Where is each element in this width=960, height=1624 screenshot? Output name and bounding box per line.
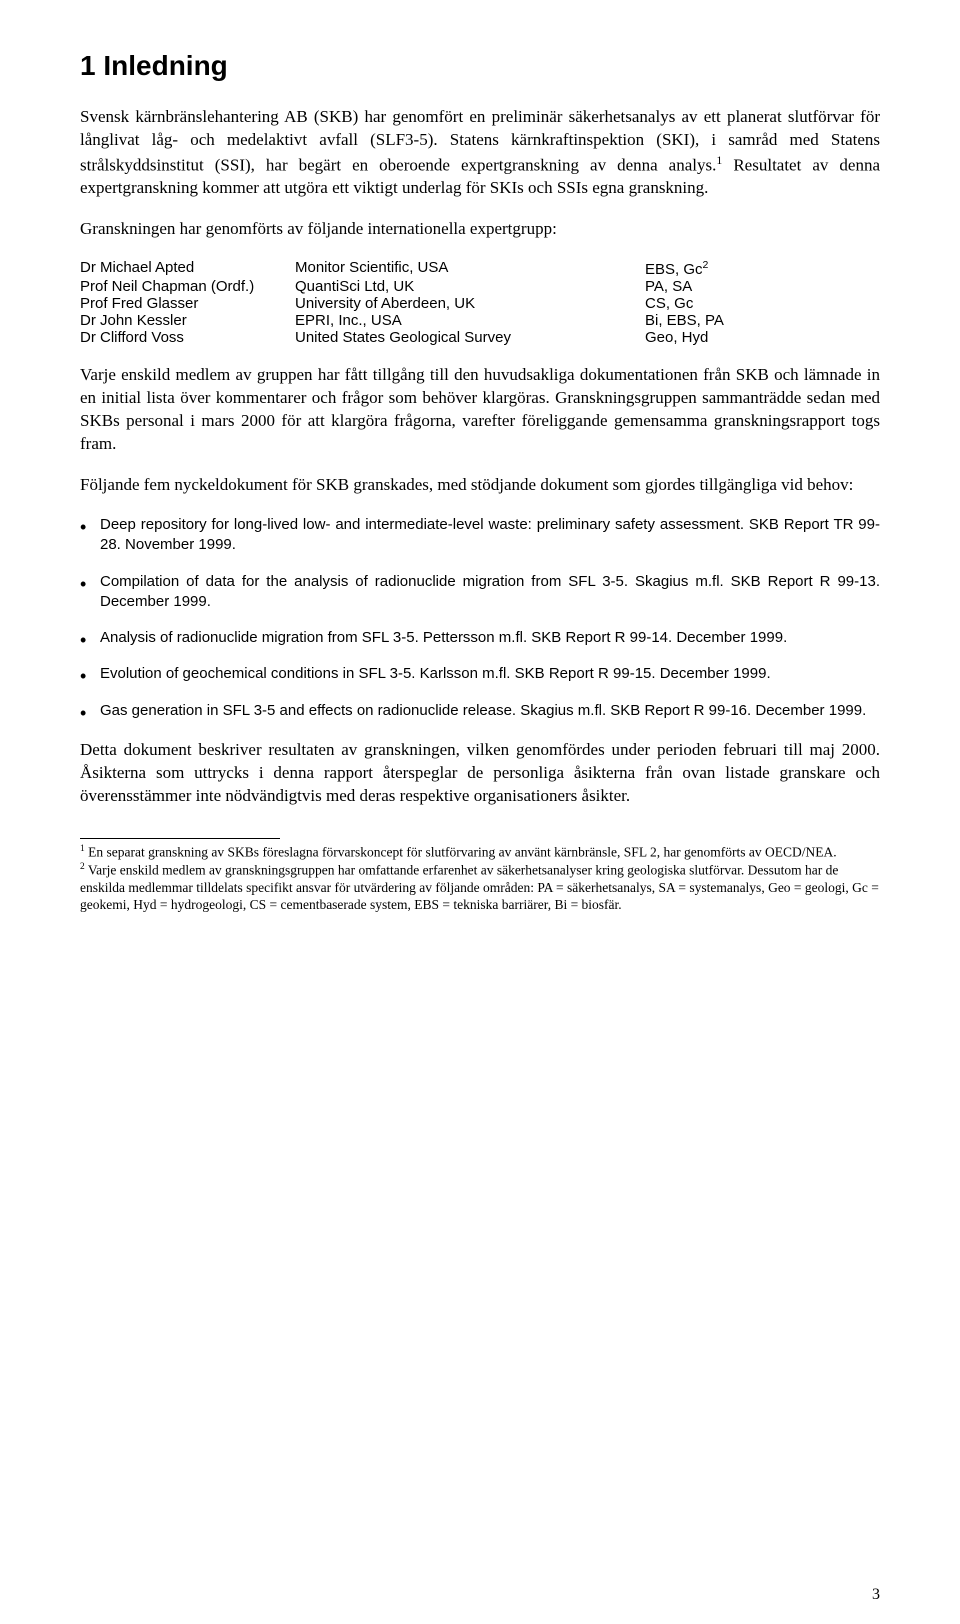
- footnote-1-text: En separat granskning av SKBs föreslagna…: [85, 844, 837, 859]
- expert-codes: PA, SA: [645, 278, 880, 295]
- expert-row: Prof Fred GlasserUniversity of Aberdeen,…: [80, 295, 880, 312]
- footnote-1: 1 En separat granskning av SKBs föreslag…: [80, 843, 880, 861]
- body-paragraph-5: Detta dokument beskriver resultaten av g…: [80, 739, 880, 808]
- expert-codes-text: PA, SA: [645, 278, 692, 295]
- expert-org: QuantiSci Ltd, UK: [295, 278, 645, 295]
- body-paragraph-3: Varje enskild medlem av gruppen har fått…: [80, 364, 880, 456]
- intro-paragraph-1: Svensk kärnbränslehantering AB (SKB) har…: [80, 106, 880, 200]
- footnote-2-text: Varje enskild medlem av granskningsgrupp…: [80, 862, 879, 912]
- expert-org: United States Geological Survey: [295, 329, 645, 346]
- expert-org: University of Aberdeen, UK: [295, 295, 645, 312]
- list-item: Analysis of radionuclide migration from …: [80, 628, 880, 648]
- expert-name: Dr Clifford Voss: [80, 329, 295, 346]
- footnote-2: 2 Varje enskild medlem av granskningsgru…: [80, 861, 880, 914]
- expert-row: Dr John KesslerEPRI, Inc., USABi, EBS, P…: [80, 312, 880, 329]
- expert-name: Prof Neil Chapman (Ordf.): [80, 278, 295, 295]
- expert-codes: Geo, Hyd: [645, 329, 880, 346]
- list-item: Gas generation in SFL 3-5 and effects on…: [80, 701, 880, 721]
- list-item: Deep repository for long-lived low- and …: [80, 515, 880, 556]
- expert-table: Dr Michael AptedMonitor Scientific, USAE…: [80, 259, 880, 346]
- expert-row: Prof Neil Chapman (Ordf.)QuantiSci Ltd, …: [80, 278, 880, 295]
- page-container: 1 Inledning Svensk kärnbränslehantering …: [0, 0, 960, 1624]
- list-item: Evolution of geochemical conditions in S…: [80, 664, 880, 684]
- expert-name: Prof Fred Glasser: [80, 295, 295, 312]
- list-item: Compilation of data for the analysis of …: [80, 572, 880, 613]
- expert-row: Dr Clifford VossUnited States Geological…: [80, 329, 880, 346]
- expert-codes-text: Bi, EBS, PA: [645, 312, 724, 329]
- body-paragraph-4: Följande fem nyckeldokument för SKB gran…: [80, 474, 880, 497]
- expert-codes: EBS, Gc2: [645, 259, 880, 278]
- expert-codes-text: CS, Gc: [645, 295, 693, 312]
- expert-codes: CS, Gc: [645, 295, 880, 312]
- document-list: Deep repository for long-lived low- and …: [80, 515, 880, 721]
- expert-name: Dr Michael Apted: [80, 259, 295, 278]
- footnote-separator: [80, 838, 280, 839]
- expert-org: EPRI, Inc., USA: [295, 312, 645, 329]
- expert-org: Monitor Scientific, USA: [295, 259, 645, 278]
- footnote-ref-2: 2: [703, 259, 709, 271]
- intro-paragraph-2: Granskningen har genomförts av följande …: [80, 218, 880, 241]
- expert-name: Dr John Kessler: [80, 312, 295, 329]
- section-heading: 1 Inledning: [80, 50, 880, 82]
- expert-row: Dr Michael AptedMonitor Scientific, USAE…: [80, 259, 880, 278]
- expert-codes-text: EBS, Gc: [645, 261, 703, 278]
- page-number: 3: [872, 1586, 880, 1604]
- expert-codes: Bi, EBS, PA: [645, 312, 880, 329]
- expert-codes-text: Geo, Hyd: [645, 329, 708, 346]
